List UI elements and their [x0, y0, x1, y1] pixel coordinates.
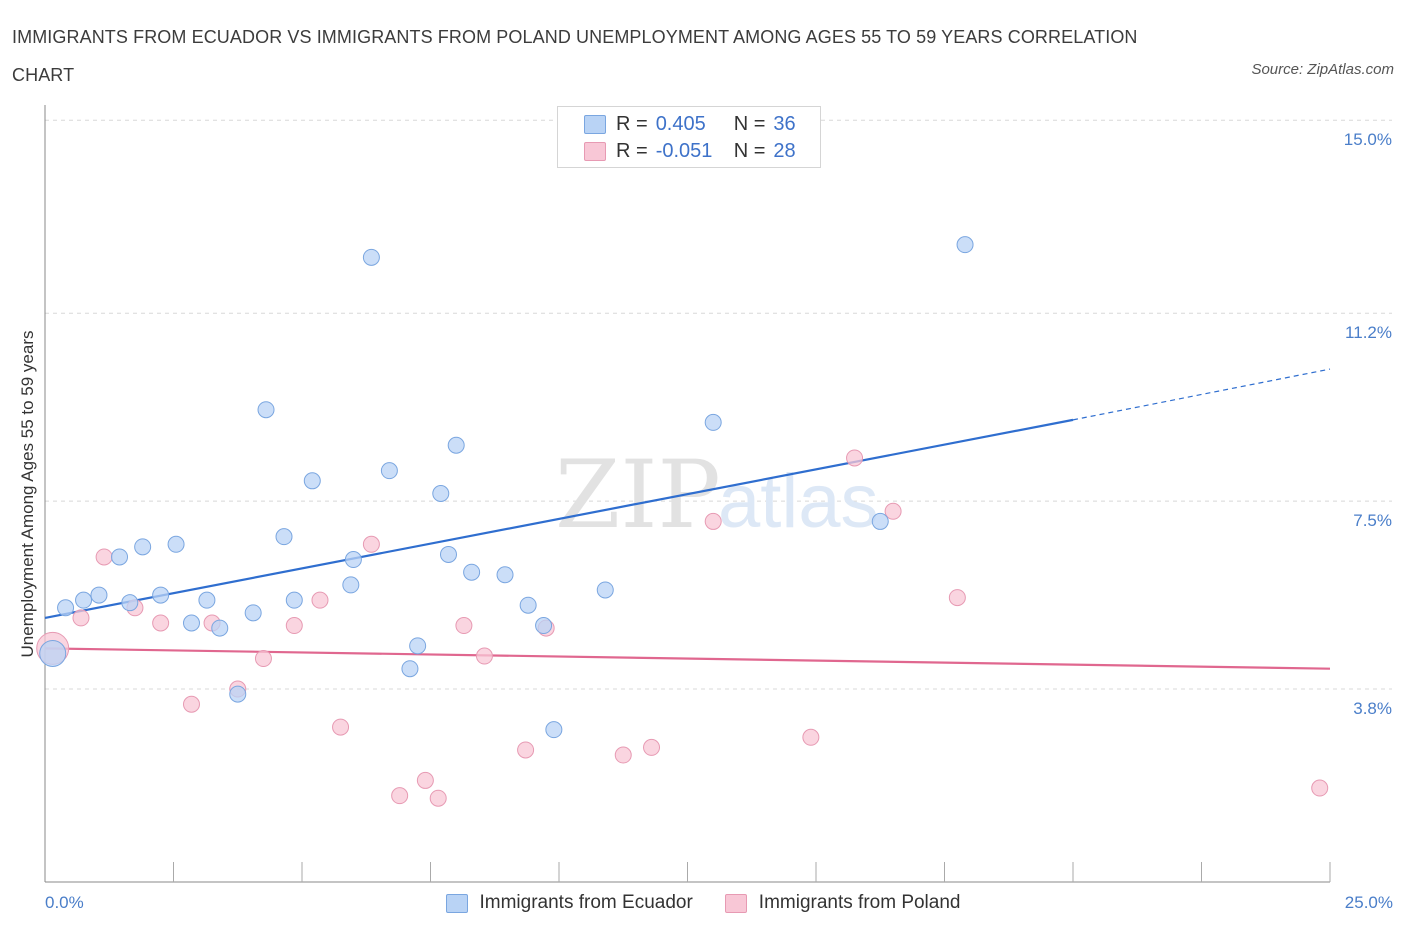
poland-point: [332, 718, 350, 736]
ecuador-trend-line: [44, 418, 1074, 620]
ecuador-point: [182, 614, 200, 632]
ecuador-point: [401, 660, 419, 678]
tick-labels: 3.8% 7.5% 11.2% 15.0% 0.0% 25.0%: [45, 130, 1393, 912]
ecuador-point: [496, 566, 514, 584]
poland-point: [285, 617, 303, 635]
source-label: Source: ZipAtlas.com: [1251, 61, 1394, 78]
ecuador-point: [152, 586, 170, 604]
ecuador-trend-extension: [1072, 368, 1331, 421]
n-value: 28: [773, 139, 796, 162]
ecuador-point: [275, 528, 293, 546]
legend-item-ecuador[interactable]: Immigrants from Ecuador: [445, 892, 693, 914]
poland-point: [182, 695, 200, 713]
ecuador-point: [535, 617, 553, 635]
r-label: R =: [616, 112, 648, 135]
y-tick-label: 15.0%: [1344, 130, 1392, 149]
ecuador-point: [545, 721, 563, 739]
ecuador-point: [432, 485, 450, 502]
ecuador-point: [596, 581, 614, 599]
ecuador-swatch: [584, 114, 606, 134]
poland-point: [152, 614, 170, 632]
ecuador-point: [380, 462, 398, 480]
ecuador-points: [39, 236, 974, 739]
r-value: 0.405: [655, 112, 706, 135]
poland-point: [846, 449, 864, 467]
grid-lines: [45, 119, 1392, 690]
poland-point: [72, 609, 90, 627]
ecuador-point: [704, 413, 722, 431]
x-tick-label: 0.0%: [45, 893, 84, 912]
watermark-zip: ZIP: [555, 441, 721, 550]
ecuador-point: [244, 604, 262, 622]
ecuador-swatch: [445, 893, 468, 913]
x-tick-label: 25.0%: [1345, 893, 1393, 912]
ecuador-point: [871, 512, 889, 530]
y-tick-label: 11.2%: [1345, 323, 1392, 342]
ecuador-point: [463, 563, 481, 581]
n-label: N =: [733, 139, 766, 162]
poland-point: [416, 771, 434, 789]
ecuador-point: [229, 685, 247, 703]
legend-label-ecuador: Immigrants from Ecuador: [479, 892, 693, 913]
ecuador-point: [134, 538, 152, 556]
poland-point: [948, 589, 966, 607]
ecuador-point: [362, 248, 380, 266]
legend-row-poland: R = -0.051 N = 28: [584, 138, 796, 164]
axes: [44, 105, 1331, 883]
ecuador-point: [167, 535, 185, 553]
poland-point: [391, 787, 409, 805]
r-value: -0.051: [655, 139, 713, 162]
n-value: 36: [773, 112, 796, 135]
legend-row-ecuador: R = 0.405 N = 36: [584, 111, 796, 137]
ecuador-point: [447, 436, 465, 454]
chart-title: IMMIGRANTS FROM ECUADOR VS IMMIGRANTS FR…: [12, 27, 1138, 85]
ecuador-point: [39, 639, 67, 667]
ecuador-point: [57, 599, 75, 617]
stats-legend: R = 0.405 N = 36 R = -0.051 N = 28: [557, 106, 821, 168]
poland-point: [704, 512, 722, 530]
ecuador-point: [344, 551, 362, 569]
ecuador-point: [519, 596, 537, 614]
poland-point: [95, 548, 113, 566]
poland-point: [311, 591, 329, 609]
ecuador-point: [111, 548, 129, 566]
poland-point: [475, 647, 493, 665]
y-tick-label: 7.5%: [1353, 511, 1392, 530]
poland-point: [884, 502, 902, 520]
poland-swatch: [584, 141, 606, 161]
legend-label-poland: Immigrants from Poland: [758, 892, 961, 913]
poland-point: [1311, 779, 1329, 797]
ecuador-point: [211, 619, 229, 637]
ecuador-point: [956, 236, 974, 254]
poland-point: [802, 728, 820, 746]
series-legend: Immigrants from Ecuador Immigrants from …: [0, 890, 1406, 916]
poland-point: [429, 789, 447, 807]
ecuador-point: [342, 576, 360, 594]
poland-swatch: [724, 893, 747, 913]
ecuador-point: [121, 594, 139, 612]
ecuador-point: [75, 591, 93, 609]
poland-point: [455, 617, 473, 635]
r-label: R =: [616, 139, 648, 162]
legend-item-poland[interactable]: Immigrants from Poland: [724, 892, 961, 914]
poland-point: [643, 738, 661, 756]
poland-point: [362, 535, 380, 553]
poland-point: [614, 746, 632, 764]
y-tick-label: 3.8%: [1353, 699, 1392, 718]
poland-point: [254, 650, 272, 668]
n-label: N =: [733, 112, 766, 135]
ecuador-point: [439, 545, 457, 563]
ecuador-point: [303, 472, 321, 490]
y-axis-label: Unemployment Among Ages 55 to 59 years: [18, 331, 37, 658]
ecuador-point: [257, 401, 275, 419]
poland-trend-line: [44, 647, 1331, 670]
ecuador-point: [198, 591, 216, 609]
ecuador-point: [285, 591, 303, 609]
ecuador-point: [90, 586, 108, 604]
ecuador-point: [409, 637, 427, 655]
poland-point: [517, 741, 535, 759]
